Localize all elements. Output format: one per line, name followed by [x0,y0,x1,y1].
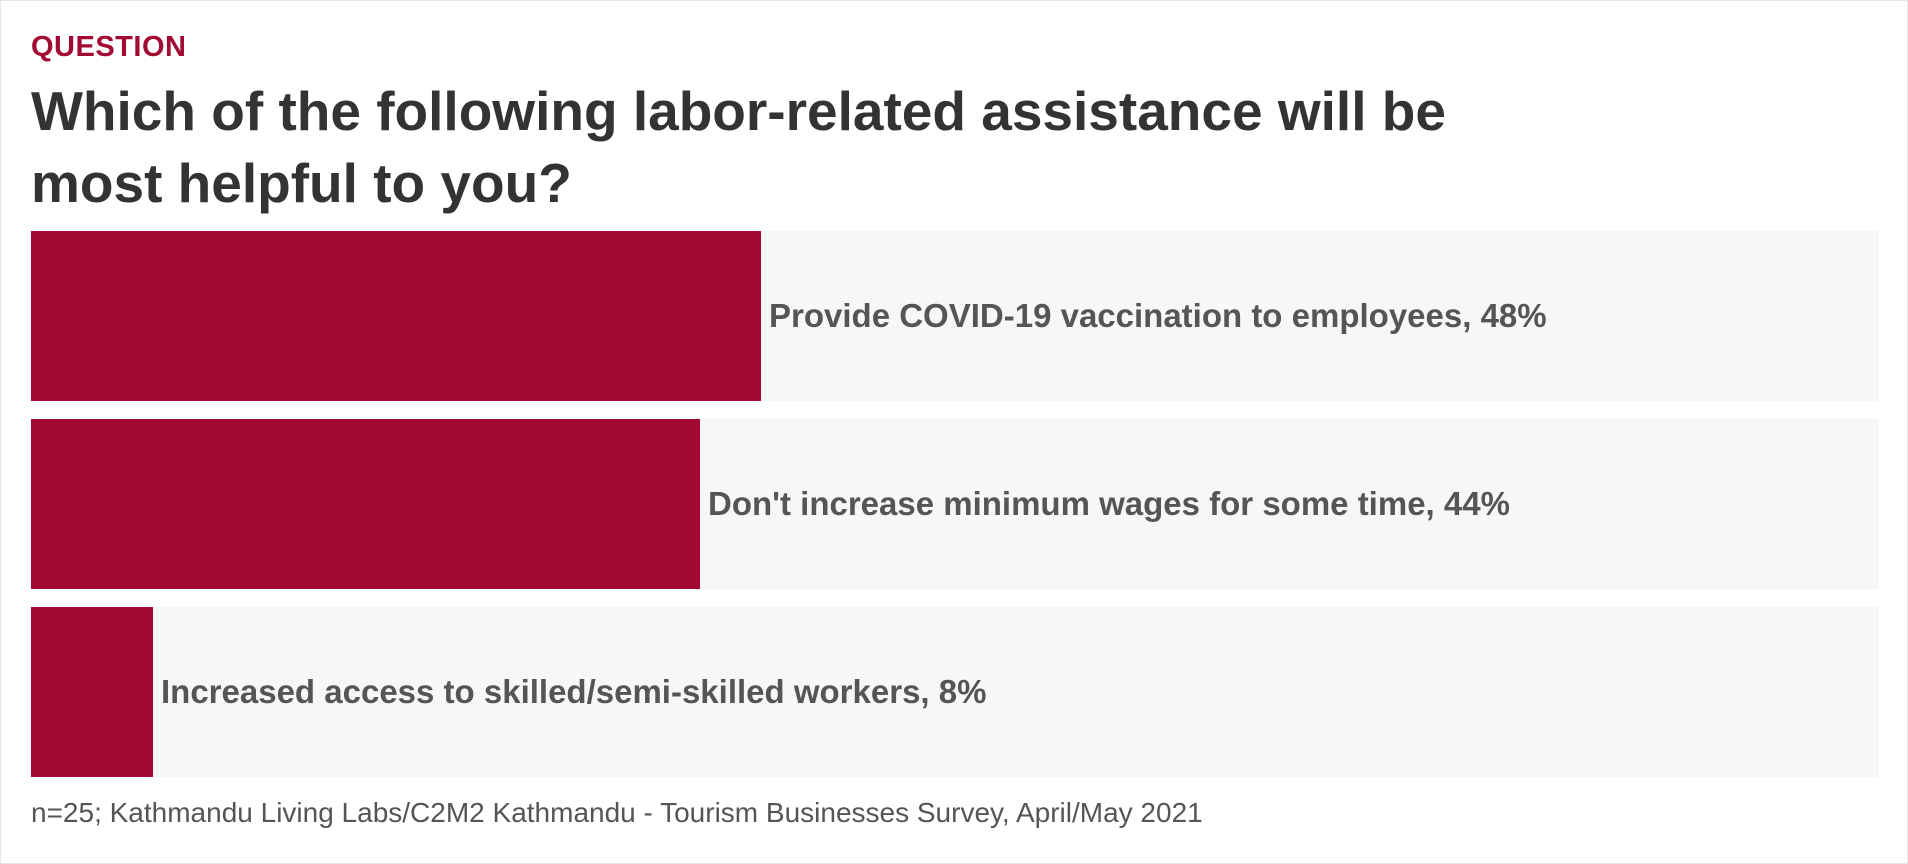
bar-fill [31,419,700,589]
bar-label: Don't increase minimum wages for some ti… [708,485,1510,522]
bar-fill [31,231,761,401]
bar-row: Provide COVID-19 vaccination to employee… [31,231,1879,401]
chart-title: Which of the following labor-related ass… [31,80,1446,214]
source-footnote: n=25; Kathmandu Living Labs/C2M2 Kathman… [31,797,1203,828]
bar-label: Increased access to skilled/semi-skilled… [161,673,987,710]
bar-row: Increased access to skilled/semi-skilled… [31,607,1879,777]
question-eyebrow: QUESTION [31,31,187,63]
bar-fill [31,607,153,777]
bar-chart: Provide COVID-19 vaccination to employee… [31,231,1879,795]
bar-label: Provide COVID-19 vaccination to employee… [769,297,1547,334]
bar-row: Don't increase minimum wages for some ti… [31,419,1879,589]
